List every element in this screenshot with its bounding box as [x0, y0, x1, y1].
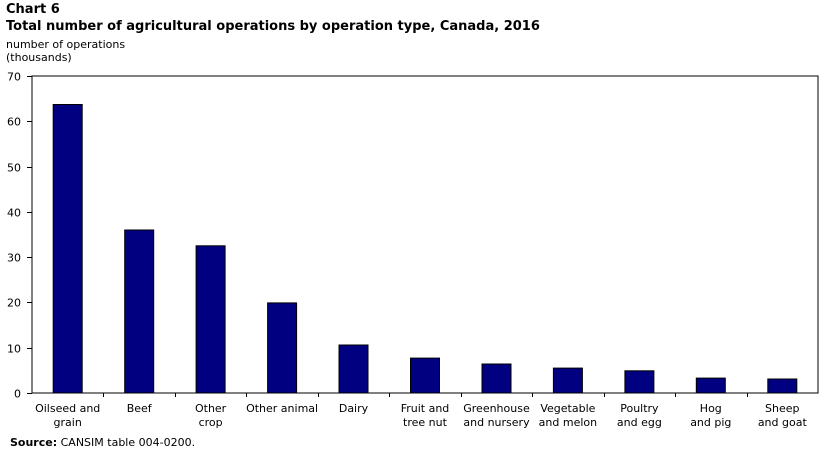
y-tick-label: 60: [7, 116, 21, 129]
chart-number: Chart 6: [6, 2, 60, 17]
x-category-label: Sheep: [765, 402, 799, 415]
y-tick-label: 70: [7, 71, 21, 84]
source-text: CANSIM table 004-0200.: [60, 436, 196, 449]
bar: [624, 370, 655, 394]
x-category-label: Hog: [700, 402, 722, 415]
y-axis-label: number of operations (thousands): [6, 38, 125, 64]
x-category-label: Dairy: [339, 402, 369, 415]
x-category-label: Poultry: [620, 402, 659, 415]
x-category-label: Greenhouse: [463, 402, 530, 415]
x-category-label: Vegetable: [540, 402, 595, 415]
x-category-label: Other animal: [246, 402, 318, 415]
bar: [410, 357, 440, 394]
x-category-label: Fruit and: [401, 402, 450, 415]
bar: [695, 377, 726, 394]
source-note: Source: CANSIM table 004-0200.: [10, 436, 195, 449]
y-tick-label: 10: [7, 343, 21, 356]
bar: [767, 378, 798, 394]
chart-title: Total number of agricultural operations …: [6, 19, 540, 34]
bar: [552, 367, 583, 394]
bar: [124, 229, 155, 394]
x-category-label: grain: [54, 416, 82, 429]
x-category-label: crop: [199, 416, 223, 429]
x-category-label: Other: [195, 402, 227, 415]
x-category-label: and pig: [690, 416, 731, 429]
bar: [52, 104, 83, 394]
bar: [481, 363, 512, 394]
y-tick-label: 20: [7, 297, 21, 310]
y-tick-label: 0: [14, 388, 21, 401]
y-axis-label-line1: number of operations: [6, 38, 126, 51]
x-category-label: and egg: [617, 416, 662, 429]
x-category-label: and nursery: [463, 416, 530, 429]
y-tick-label: 30: [7, 252, 21, 265]
bar: [195, 245, 226, 394]
x-category-label: and goat: [758, 416, 808, 429]
x-category-label: Oilseed and: [35, 402, 100, 415]
x-category-label: tree nut: [403, 416, 448, 429]
y-tick-label: 50: [7, 162, 21, 175]
x-category-label: Beef: [127, 402, 153, 415]
source-label: Source:: [10, 436, 58, 449]
y-axis-label-line2: (thousands): [6, 51, 72, 64]
bar: [267, 302, 298, 394]
x-category-label: and melon: [539, 416, 597, 429]
y-tick-label: 40: [7, 207, 21, 220]
bar: [338, 344, 369, 394]
